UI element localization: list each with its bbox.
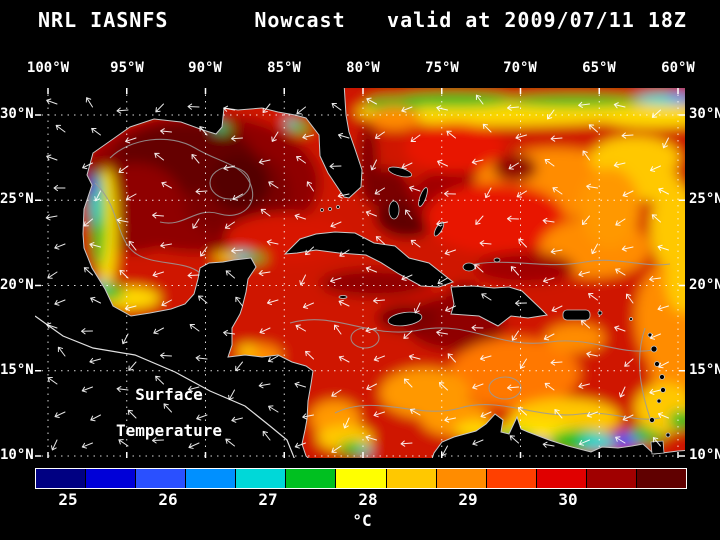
land-layer (35, 88, 685, 458)
grid-layer (35, 88, 685, 458)
lat-label-right: 20°N (689, 277, 720, 293)
lat-label-left: 30°N (0, 106, 34, 122)
lon-label: 70°W (503, 60, 537, 76)
lat-label-left: 25°N (0, 191, 34, 207)
colorbar-tick: 28 (358, 490, 378, 509)
lat-label-right: 15°N (689, 362, 720, 378)
wind-vector-layer (45, 94, 669, 457)
colorbar-tick: 29 (458, 490, 478, 509)
lat-label-left: 20°N (0, 277, 34, 293)
island-hispaniola (450, 285, 549, 327)
colorbar-tick: 30 (558, 490, 578, 509)
lon-label: 80°W (346, 60, 380, 76)
colorbar-tick: 25 (58, 490, 78, 509)
sst-map: Surface Temperature (35, 88, 685, 458)
colorbar-segment (186, 469, 237, 488)
colorbar-segment (636, 469, 687, 488)
island-bahamas (387, 166, 413, 178)
island-bahamas (493, 257, 501, 263)
island-bahamas (418, 187, 428, 207)
lon-label: 95°W (110, 60, 144, 76)
colorbar-segment (286, 469, 337, 488)
colorbar-segment (486, 469, 537, 488)
colorbar (35, 468, 687, 489)
colorbar-segment (86, 469, 137, 488)
lon-label: 100°W (26, 60, 70, 76)
lon-label: 75°W (425, 60, 459, 76)
colorbar-segment (586, 469, 637, 488)
land-north-america (35, 88, 363, 458)
title-mode: Nowcast (254, 8, 346, 32)
lat-label-left: 10°N (0, 447, 34, 463)
colorbar-unit: °C (352, 511, 372, 530)
sst-field (35, 88, 685, 458)
lon-label: 65°W (582, 60, 616, 76)
contour-layer (94, 138, 671, 420)
lon-label: 60°W (661, 60, 695, 76)
colorbar-segment (36, 469, 87, 488)
island-antilles (650, 345, 658, 353)
island-antilles (654, 361, 660, 367)
island-antilles (656, 398, 662, 404)
colorbar-tick: 27 (258, 490, 278, 509)
colorbar-segment (136, 469, 187, 488)
island-cuba (283, 231, 455, 288)
island-keys (328, 207, 332, 211)
colorbar-segment (236, 469, 287, 488)
lat-label-right: 25°N (689, 191, 720, 207)
island-puerto-rico (562, 309, 591, 321)
title-valid: valid at 2009/07/11 18Z (387, 8, 687, 32)
island-jamaica (387, 311, 423, 327)
title-product: NRL IASNFS (38, 8, 169, 32)
island-antilles (665, 432, 671, 438)
lon-label: 90°W (188, 60, 222, 76)
lat-label-left: 15°N (0, 362, 34, 378)
island-antilles (659, 374, 665, 380)
map-label-surface: Surface (135, 385, 202, 404)
colorbar-segment (336, 469, 387, 488)
colorbar-tick: 26 (158, 490, 178, 509)
map-label-temperature: Temperature (116, 421, 222, 440)
island-keys (336, 205, 340, 209)
tick-layer (35, 88, 685, 458)
island-antilles (660, 387, 666, 393)
island-bahamas (462, 262, 476, 272)
island-trinidad (650, 440, 665, 455)
pacific-coastline (35, 315, 295, 458)
island-keys (320, 208, 324, 212)
island-antilles (597, 310, 603, 316)
colorbar-segment (436, 469, 487, 488)
island-cayman (338, 295, 348, 299)
island-bahamas (388, 200, 400, 220)
lat-label-right: 30°N (689, 106, 720, 122)
lat-label-right: 10°N (689, 447, 720, 463)
colorbar-segment (386, 469, 437, 488)
island-antilles (629, 317, 633, 321)
lon-label: 85°W (267, 60, 301, 76)
colorbar-segment (536, 469, 587, 488)
island-antilles (649, 417, 655, 423)
